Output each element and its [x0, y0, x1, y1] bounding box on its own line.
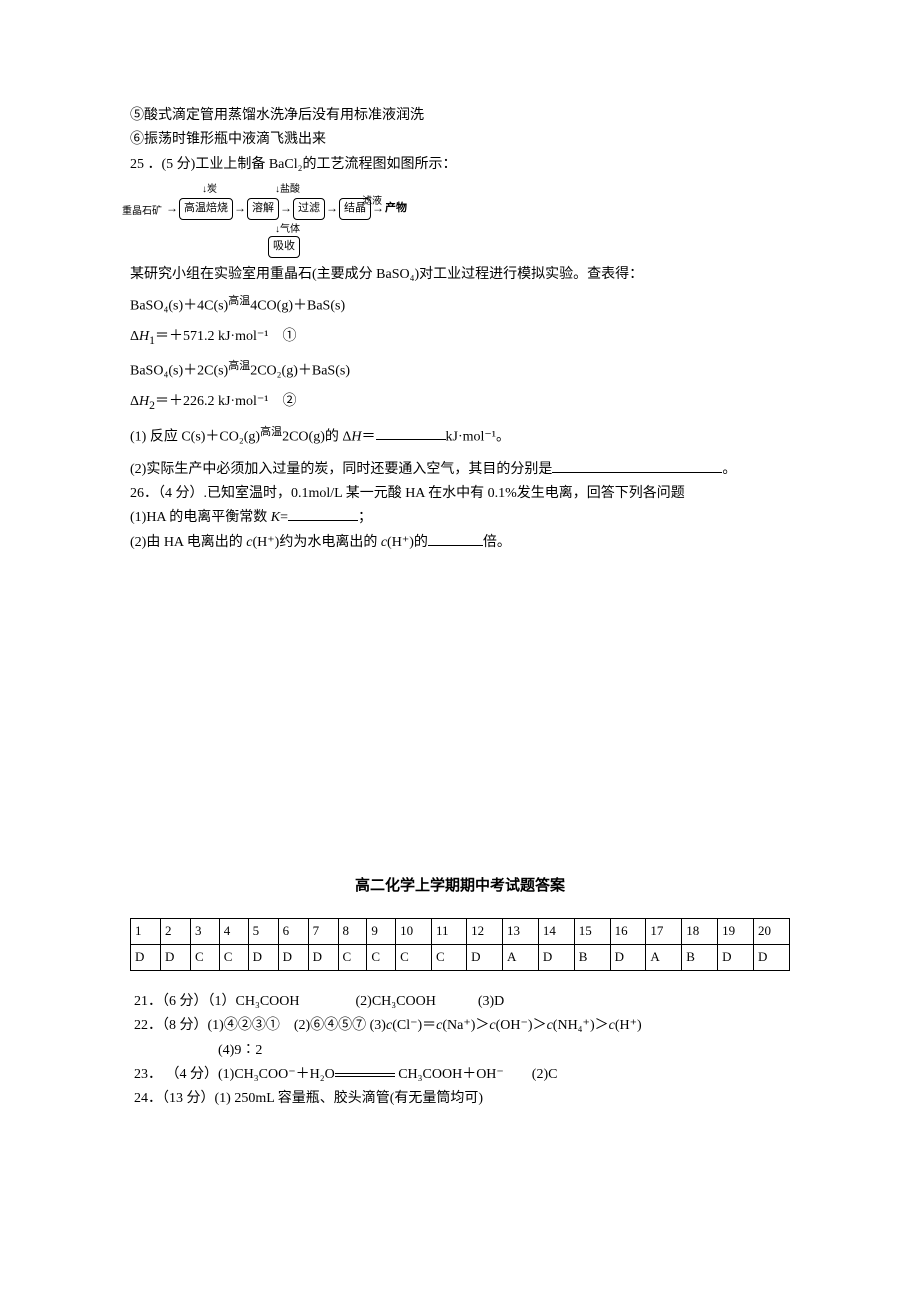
table-cell: D	[308, 945, 338, 971]
arrow-icon: →	[280, 199, 292, 218]
answer-24: 24．（13 分）(1) 250mL 容量瓶、胶头滴管(有无量筒均可)	[130, 1088, 790, 1110]
table-cell: D	[754, 945, 790, 971]
table-cell: D	[467, 945, 503, 971]
table-cell: 14	[538, 919, 574, 945]
q26-sub2: (2)由 HA 电离出的 c(H⁺)约为水电离出的 c(H⁺)的倍。	[130, 532, 790, 554]
table-cell: C	[338, 945, 367, 971]
table-cell: C	[396, 945, 432, 971]
table-cell: D	[131, 945, 161, 971]
line-6: ⑥振荡时锥形瓶中液滴飞溅出来	[130, 129, 790, 151]
flowchart: 重晶石矿 ↓炭 ↓盐酸 滤液 → 高温焙烧 → 溶解 → 过滤 → 结晶 → 产…	[130, 180, 790, 260]
table-cell: 6	[278, 919, 308, 945]
table-cell: 8	[338, 919, 367, 945]
table-cell: 7	[308, 919, 338, 945]
answer-23: 23． （4 分）(1)CH₃COO⁻＋H₂O CH₃COOH＋OH⁻ (2)C	[130, 1064, 790, 1086]
table-cell: 15	[574, 919, 610, 945]
blank-field	[428, 532, 483, 546]
table-cell: D	[610, 945, 646, 971]
table-cell: C	[432, 945, 467, 971]
line-5: ⑤酸式滴定管用蒸馏水洗净后没有用标准液润洗	[130, 105, 790, 127]
delta-h: H	[139, 394, 149, 409]
arrow-icon: →	[166, 199, 178, 218]
table-row: 1 2 3 4 5 6 7 8 9 10 11 12 13 14 15 16 1…	[131, 919, 790, 945]
flow-box-absorb: 吸收	[268, 236, 300, 258]
arrow-icon: →	[326, 199, 338, 218]
blank-field	[552, 459, 722, 473]
table-cell: 5	[248, 919, 278, 945]
table-cell: D	[538, 945, 574, 971]
flow-box-roast: 高温焙烧	[179, 198, 233, 220]
equation-1-dh: ΔH1＝＋571.2 kJ·mol⁻¹ ①	[130, 326, 790, 350]
flow-box-filter: 过滤	[293, 198, 325, 220]
table-cell: 18	[682, 919, 718, 945]
delta-h: H	[139, 329, 149, 344]
table-cell: 1	[131, 919, 161, 945]
table-cell: 17	[646, 919, 682, 945]
answer-table: 1 2 3 4 5 6 7 8 9 10 11 12 13 14 15 16 1…	[130, 918, 790, 971]
q25-text1: 某研究小组在实验室用重晶石(主要成分 BaSO₄)对工业过程进行模拟实验。查表得…	[130, 264, 790, 286]
table-cell: 11	[432, 919, 467, 945]
blank-field	[288, 507, 358, 521]
table-cell: 4	[219, 919, 248, 945]
table-cell: D	[278, 945, 308, 971]
flow-label-hcl: ↓盐酸	[275, 182, 300, 198]
table-cell: C	[190, 945, 219, 971]
arrow-icon: →	[372, 199, 384, 218]
table-cell: 9	[367, 919, 396, 945]
answer-22-cont: (4)9∶2	[130, 1040, 790, 1062]
q25-intro: 25 ．(5 分)工业上制备 BaCl₂的工艺流程图如图所示：	[130, 154, 790, 176]
table-cell: 10	[396, 919, 432, 945]
q25-sub1: (1) 反应 C(s)＋CO₂(g)高温2CO(g)的 ΔH＝kJ·mol⁻¹。	[130, 424, 790, 449]
table-cell: C	[367, 945, 396, 971]
flow-box-crystal: 结晶	[339, 198, 371, 220]
answer-22: 22．（8 分）(1)④②③① (2)⑥④⑤⑦ (3)c(Cl⁻)＝c(Na⁺)…	[130, 1015, 790, 1037]
table-cell: D	[248, 945, 278, 971]
table-cell: A	[502, 945, 538, 971]
table-cell: B	[682, 945, 718, 971]
flow-box-dissolve: 溶解	[247, 198, 279, 220]
q25-sub2: (2)实际生产中必须加入过量的炭，同时还要通入空气，其目的分别是。	[130, 459, 790, 481]
table-cell: 12	[467, 919, 503, 945]
q26-sub1: (1)HA 的电离平衡常数 K=；	[130, 507, 790, 529]
table-cell: D	[160, 945, 190, 971]
table-cell: 2	[160, 919, 190, 945]
table-cell: C	[219, 945, 248, 971]
table-cell: 13	[502, 919, 538, 945]
answer-21: 21．（6 分）（1）CH₃COOH (2)CH₃COOH (3)D	[130, 991, 790, 1013]
flow-end: 产物	[385, 200, 407, 218]
table-cell: A	[646, 945, 682, 971]
blank-field	[376, 426, 446, 440]
table-cell: 3	[190, 919, 219, 945]
table-cell: 19	[718, 919, 754, 945]
table-cell: D	[718, 945, 754, 971]
table-cell: 20	[754, 919, 790, 945]
table-row: D D C C D D D C C C C D A D B D A B D D	[131, 945, 790, 971]
flow-label-carbon: ↓炭	[202, 182, 217, 198]
equation-2: BaSO₄(s)＋2C(s)高温2CO₂(g)＋BaS(s)	[130, 358, 790, 383]
table-cell: B	[574, 945, 610, 971]
answer-title: 高二化学上学期期中考试题答案	[130, 874, 790, 898]
arrow-icon: →	[234, 199, 246, 218]
table-cell: 16	[610, 919, 646, 945]
q26-intro: 26．（4 分）.已知室温时，0.1mol/L 某一元酸 HA 在水中有 0.1…	[130, 483, 790, 505]
equation-2-dh: ΔH2＝＋226.2 kJ·mol⁻¹ ②	[130, 391, 790, 415]
equation-1: BaSO₄(s)＋4C(s)高温4CO(g)＋BaS(s)	[130, 293, 790, 318]
